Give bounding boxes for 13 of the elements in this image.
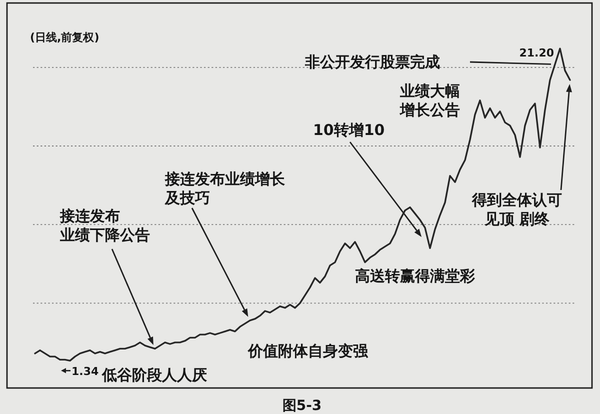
annotation: 得到全体认可见顶 剧终 — [471, 191, 562, 228]
data-label: 1.34 — [72, 365, 99, 378]
annotation: 低谷阶段人人厌 — [101, 366, 208, 384]
annotation: 业绩大幅增长公告 — [399, 82, 460, 119]
data-label: 21.20 — [519, 46, 554, 60]
annotation: 接连发布业绩增长及技巧 — [164, 170, 286, 207]
annotation: 10转增10 — [313, 121, 385, 139]
annotation: 非公开发行股票完成 — [304, 53, 440, 71]
annotation: 价值附体自身变强 — [247, 342, 369, 360]
annotation: 接连发布业绩下降公告 — [59, 207, 150, 244]
caption: 图5-3 — [282, 398, 322, 414]
annotation: 高送转赢得满堂彩 — [355, 267, 476, 285]
text: (日线,前复权) — [30, 31, 100, 44]
